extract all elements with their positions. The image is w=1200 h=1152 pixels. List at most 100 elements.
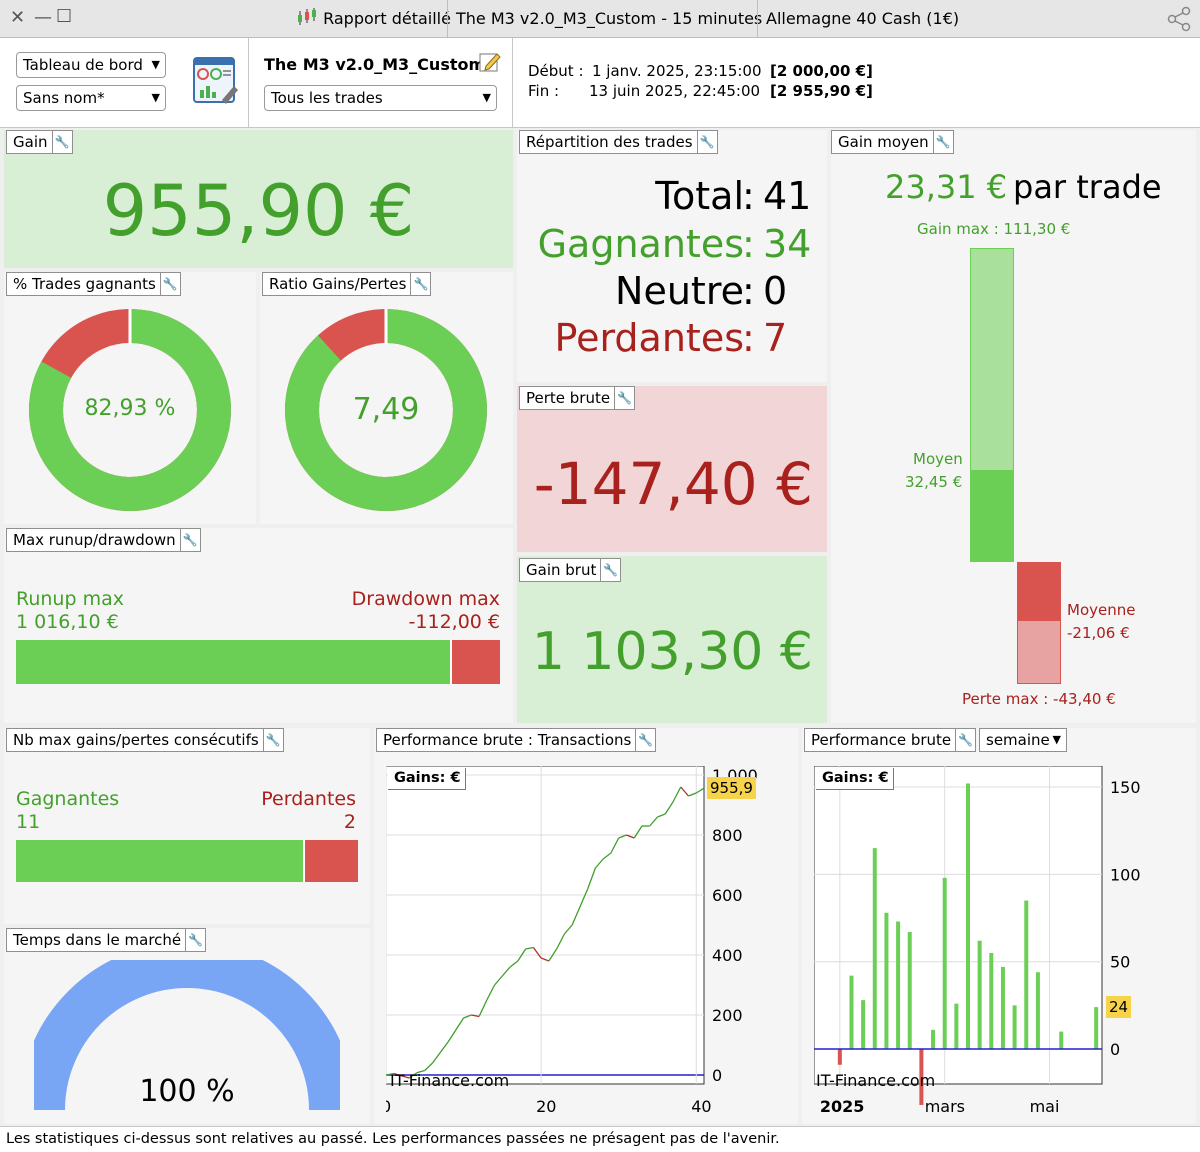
start-date: 1 janv. 2025, 23:15:00 <box>592 62 762 80</box>
line-segment <box>447 1029 457 1043</box>
runup-label: Runup max <box>16 588 124 610</box>
trades-select[interactable]: Tous les trades ▼ <box>264 85 497 111</box>
perte-brute-value: -147,40 € <box>533 450 813 518</box>
consec-win-value: 11 <box>16 811 41 833</box>
bar <box>1059 1031 1064 1050</box>
win-value: 34 <box>763 222 812 266</box>
bar <box>837 1049 842 1065</box>
end-date: 13 juin 2025, 22:45:00 <box>589 82 761 100</box>
separator <box>512 38 513 128</box>
panel-title-label: Gain moyen <box>838 133 929 151</box>
line-segment <box>556 933 565 950</box>
wrench-icon[interactable]: 🔧 <box>614 387 634 409</box>
wrench-icon[interactable]: 🔧 <box>179 529 200 551</box>
total-label: Total <box>655 174 744 218</box>
bar <box>977 940 982 1050</box>
line-segment <box>688 792 697 797</box>
tab-strategy[interactable]: The M3 v2.0_M3_Custom - 15 minutes <box>447 0 770 38</box>
gain-value: 955,90 € <box>102 170 415 252</box>
maximize-icon[interactable]: ☐ <box>56 6 73 27</box>
line-segment <box>486 984 496 1001</box>
gauge-arc <box>34 960 340 1111</box>
panel-title-label: Temps dans le marché <box>13 931 182 949</box>
runup-panel: Max runup/drawdown 🔧 Runup max 1 016,10 €… <box>4 528 513 723</box>
chevron-down-icon: ▼ <box>1052 733 1061 746</box>
wrench-icon[interactable]: 🔧 <box>262 729 283 751</box>
gain-panel-title: Gain 🔧 <box>6 130 73 154</box>
minimize-icon[interactable]: — <box>34 7 52 28</box>
consec-loss-label: Perdantes <box>261 788 356 810</box>
x-tick-label: mars <box>925 1097 965 1116</box>
wrench-icon[interactable]: 🔧 <box>51 131 72 153</box>
period-select-value: semaine <box>986 731 1050 749</box>
consec-panel: Nb max gains/pertes consécutifs 🔧 Gagnant… <box>4 728 370 924</box>
loss-label: Perdantes <box>554 316 744 360</box>
wrench-icon[interactable]: 🔧 <box>932 131 953 153</box>
line-segment <box>594 858 604 869</box>
consec-panel-title: Nb max gains/pertes consécutifs 🔧 <box>6 728 284 752</box>
neutral-sep: : <box>742 269 755 313</box>
gain-panel: Gain 🔧 955,90 € <box>4 130 513 268</box>
dashboard-select[interactable]: Tableau de bord ▼ <box>16 52 166 78</box>
candlestick-icon <box>298 8 316 25</box>
line-segment <box>602 852 612 860</box>
line-segment <box>386 1072 394 1076</box>
edit-icon[interactable] <box>478 50 502 74</box>
wrench-icon[interactable]: 🔧 <box>696 131 717 153</box>
loss-value: 7 <box>763 316 788 360</box>
wrench-icon[interactable]: 🔧 <box>185 929 205 951</box>
win-pct-value: 82,93 % <box>84 396 176 421</box>
runup-drawdown-bar <box>16 640 500 684</box>
gain-moyen-value: 23,31 € <box>885 168 1008 206</box>
close-icon[interactable]: ✕ <box>10 7 26 28</box>
y-tick-label: 100 <box>1110 865 1141 884</box>
period-select[interactable]: semaine ▼ <box>979 728 1067 752</box>
panel-title-label: Nb max gains/pertes consécutifs <box>13 731 259 749</box>
tab-label: Rapport détaillé <box>323 9 451 28</box>
line-segment <box>509 960 519 968</box>
share-icon[interactable] <box>1166 6 1192 32</box>
bar <box>907 931 912 1050</box>
repartition-panel-title: Répartition des trades 🔧 <box>519 130 718 154</box>
wrench-icon[interactable]: 🔧 <box>955 729 975 751</box>
wrench-icon[interactable]: 🔧 <box>600 559 620 581</box>
perf-week-panel-title: Performance brute 🔧 <box>804 728 977 752</box>
bar <box>1000 966 1005 1050</box>
tab-rapport-detaille[interactable]: Rapport détaillé <box>288 0 459 38</box>
report-settings-icon[interactable] <box>192 56 240 106</box>
perte-max-label: Perte max : -43,40 € <box>962 690 1116 708</box>
line-segment <box>401 1075 410 1079</box>
neutral-value: 0 <box>763 269 788 313</box>
layout-select[interactable]: Sans nom* ▼ <box>16 85 166 111</box>
win-sep: : <box>742 222 755 266</box>
line-segment <box>563 924 573 935</box>
gain-moyen-suffix: par trade <box>1013 168 1162 206</box>
strategy-name: The M3 v2.0_M3_Custom <box>264 55 486 74</box>
x-tick-label: mai <box>1030 1097 1060 1116</box>
bar <box>884 912 889 1050</box>
x-tick-label: 0 <box>386 1097 391 1116</box>
wrench-icon[interactable]: 🔧 <box>635 729 655 751</box>
bar <box>872 848 877 1050</box>
bar <box>1024 900 1029 1050</box>
line-segment <box>587 867 597 890</box>
bar <box>1012 1005 1017 1050</box>
line-segment <box>478 999 488 1017</box>
wrench-icon[interactable]: 🔧 <box>159 273 180 295</box>
line-segment <box>571 906 581 926</box>
line-segment <box>579 888 589 908</box>
panel-title-label: % Trades gagnants <box>13 275 156 293</box>
x-tick-label: 40 <box>691 1097 711 1116</box>
line-segment <box>664 801 674 815</box>
y-tick-label: 0 <box>1110 1040 1120 1059</box>
y-tick-label: 0 <box>712 1066 722 1085</box>
win-label: Gagnantes <box>537 222 744 266</box>
tab-instrument[interactable]: Allemagne 40 Cash (1€) <box>757 0 967 38</box>
line-segment <box>525 946 534 950</box>
wrench-icon[interactable]: 🔧 <box>410 273 430 295</box>
line-segment <box>695 787 705 794</box>
gain-brut-panel-title: Gain brut 🔧 <box>519 558 622 582</box>
runup-fill <box>16 640 452 684</box>
consec-win-fill <box>16 840 306 882</box>
bar <box>989 952 994 1050</box>
